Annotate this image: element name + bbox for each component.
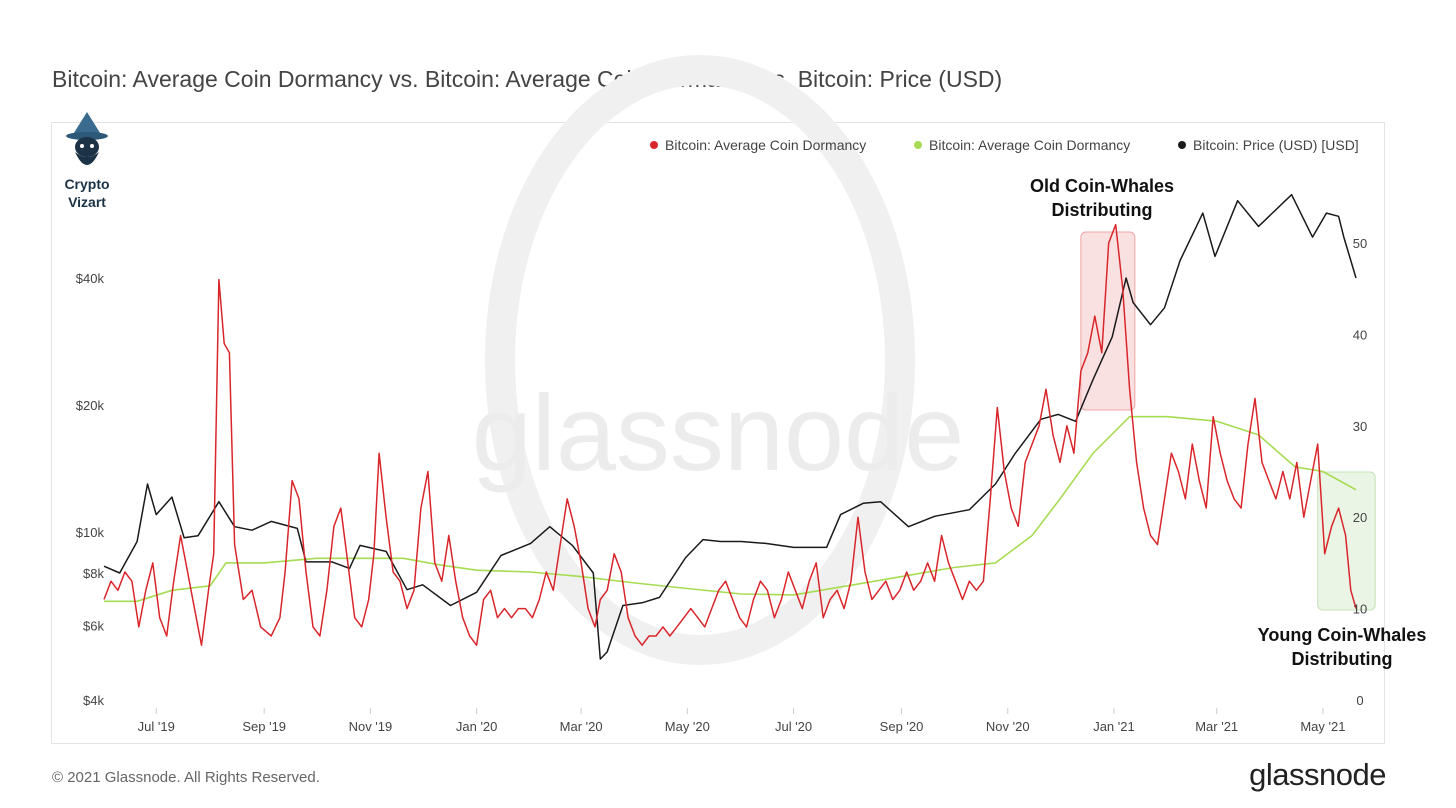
x-tick-label: Nov '19 bbox=[349, 719, 393, 734]
legend-item: Bitcoin: Average Coin Dormancy bbox=[929, 137, 1130, 153]
chart-frame bbox=[51, 122, 1385, 744]
y-right-tick-label: 50 bbox=[1353, 236, 1367, 251]
annotation-young-whales-line2: Distributing bbox=[1292, 649, 1393, 669]
x-tick-label: Jan '21 bbox=[1093, 719, 1135, 734]
legend-item: Bitcoin: Price (USD) [USD] bbox=[1193, 137, 1359, 153]
legend-swatch bbox=[1178, 141, 1186, 149]
y-left-tick-label: $4k bbox=[83, 693, 104, 708]
brand-logo: glassnode bbox=[1249, 757, 1386, 792]
x-tick-label: Jan '20 bbox=[456, 719, 498, 734]
y-right-tick-label: 20 bbox=[1353, 510, 1367, 525]
legend-swatch bbox=[650, 141, 658, 149]
y-right-tick-label: 0 bbox=[1356, 693, 1363, 708]
x-tick-label: Mar '20 bbox=[560, 719, 603, 734]
x-tick-label: May '21 bbox=[1300, 719, 1345, 734]
x-tick-label: Jul '20 bbox=[775, 719, 812, 734]
y-left-tick-label: $20k bbox=[76, 398, 105, 413]
logo-line-2: Vizart bbox=[68, 194, 106, 210]
series-line-green-dormancy bbox=[104, 415, 1357, 603]
y-left-tick-label: $6k bbox=[83, 619, 104, 634]
x-tick-label: Jul '19 bbox=[138, 719, 175, 734]
y-left-tick-label: $10k bbox=[76, 525, 105, 540]
x-tick-label: Nov '20 bbox=[986, 719, 1030, 734]
annotation-young-whales-line1: Young Coin-Whales bbox=[1258, 625, 1427, 645]
watermark-text: glassnode bbox=[472, 372, 964, 493]
page-title: Bitcoin: Average Coin Dormancy vs. Bitco… bbox=[52, 66, 1003, 92]
crypto-vizart-logo: Crypto Vizart bbox=[56, 112, 118, 216]
annotation-old-whales-line2: Distributing bbox=[1052, 200, 1153, 220]
copyright: © 2021 Glassnode. All Rights Reserved. bbox=[52, 769, 320, 786]
y-left-tick-label: $8k bbox=[83, 566, 104, 581]
y-left-tick-label: $40k bbox=[76, 271, 105, 286]
logo-line-1: Crypto bbox=[64, 176, 110, 192]
y-right-tick-label: 30 bbox=[1353, 419, 1367, 434]
annotation-old-whales-line1: Old Coin-Whales bbox=[1030, 176, 1174, 196]
legend-item: Bitcoin: Average Coin Dormancy bbox=[665, 137, 866, 153]
watermark-shape bbox=[485, 55, 915, 665]
legend-swatch bbox=[914, 141, 922, 149]
x-tick-label: Sep '20 bbox=[880, 719, 924, 734]
series-line-price bbox=[103, 193, 1357, 660]
x-tick-label: Sep '19 bbox=[242, 719, 286, 734]
x-tick-label: May '20 bbox=[665, 719, 710, 734]
wizard-icon bbox=[66, 112, 108, 165]
x-tick-label: Mar '21 bbox=[1195, 719, 1238, 734]
y-right-tick-label: 10 bbox=[1353, 602, 1367, 617]
y-right-tick-label: 40 bbox=[1353, 327, 1367, 342]
series-line-red-dormancy bbox=[103, 223, 1357, 646]
